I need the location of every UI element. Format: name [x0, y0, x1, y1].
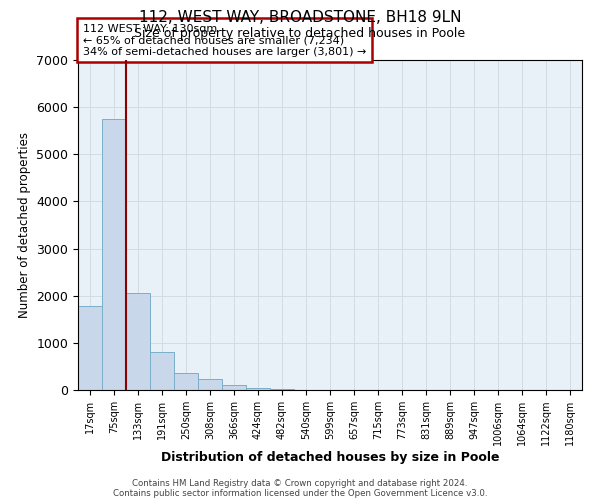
Bar: [78, 306, 102, 390]
Text: Contains public sector information licensed under the Open Government Licence v3: Contains public sector information licen…: [113, 488, 487, 498]
Bar: [174, 372, 198, 390]
Text: 112, WEST WAY, BROADSTONE, BH18 9LN: 112, WEST WAY, BROADSTONE, BH18 9LN: [139, 10, 461, 25]
X-axis label: Distribution of detached houses by size in Poole: Distribution of detached houses by size …: [161, 451, 499, 464]
Text: Contains HM Land Registry data © Crown copyright and database right 2024.: Contains HM Land Registry data © Crown c…: [132, 478, 468, 488]
Text: 112 WEST WAY: 130sqm
← 65% of detached houses are smaller (7,234)
34% of semi-de: 112 WEST WAY: 130sqm ← 65% of detached h…: [83, 24, 367, 56]
Bar: [126, 293, 150, 390]
Bar: [150, 352, 174, 390]
Bar: [270, 388, 294, 390]
Bar: [222, 385, 246, 390]
Bar: [246, 388, 270, 390]
Y-axis label: Number of detached properties: Number of detached properties: [18, 132, 31, 318]
Bar: [198, 379, 222, 390]
Text: Size of property relative to detached houses in Poole: Size of property relative to detached ho…: [134, 28, 466, 40]
Bar: [102, 119, 126, 390]
